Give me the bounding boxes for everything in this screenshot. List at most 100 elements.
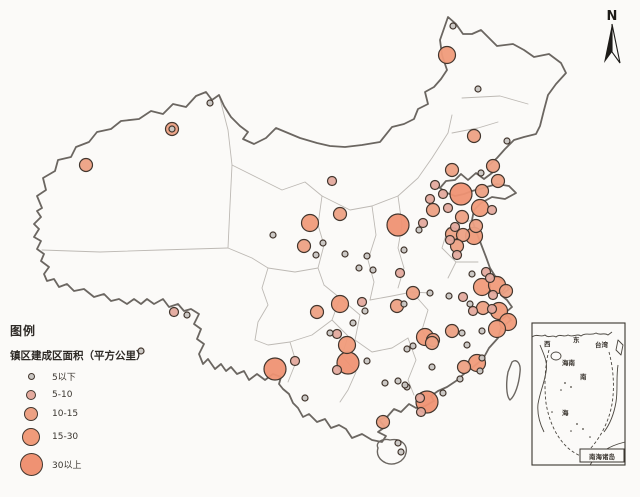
town-symbol: [425, 202, 441, 218]
town-symbol: [263, 357, 287, 381]
north-arrow-dark-half: [604, 24, 612, 63]
town-symbol: [498, 283, 514, 299]
south-china-sea-inset: 西 东 台湾 海南 南 海 南海诸岛: [531, 322, 626, 466]
town-symbol: [78, 157, 94, 173]
town-symbol: [474, 85, 482, 93]
town-symbol: [375, 414, 391, 430]
town-symbol: [478, 354, 486, 362]
town-symbol: [470, 198, 490, 218]
town-symbol: [454, 209, 470, 225]
legend-swatch-over30: [19, 453, 43, 476]
town-symbol: [405, 285, 421, 301]
town-symbol: [409, 342, 417, 350]
legend-swatch-15-30: [22, 428, 40, 446]
town-symbol: [451, 249, 463, 261]
town-symbol: [487, 319, 507, 339]
town-symbol: [312, 251, 320, 259]
taiwan-island: [505, 360, 521, 401]
town-symbol: [309, 304, 325, 320]
town-symbol: [168, 125, 176, 133]
town-symbol: [355, 264, 363, 272]
town-symbol: [296, 238, 312, 254]
town-symbol: [337, 335, 357, 355]
town-symbol: [442, 202, 454, 214]
town-symbol: [414, 392, 426, 404]
town-symbol: [300, 213, 320, 233]
town-symbol: [424, 335, 440, 351]
town-symbol: [463, 341, 471, 349]
town-symbol: [330, 294, 350, 314]
town-symbol: [485, 158, 501, 174]
town-symbol: [467, 305, 479, 317]
town-symbol: [397, 448, 405, 456]
town-symbol: [455, 227, 471, 243]
town-symbol: [474, 183, 490, 199]
town-symbol: [341, 250, 349, 258]
legend-swatch-10-15: [24, 407, 38, 421]
town-symbol: [331, 328, 343, 340]
inset-hainan-island: [550, 351, 562, 361]
legend-title: 图例: [10, 324, 37, 338]
town-symbol: [486, 303, 498, 315]
town-symbol: [484, 272, 496, 284]
town-symbol: [331, 364, 343, 376]
town-symbol: [363, 252, 371, 260]
legend-swatch-under5: [27, 373, 35, 380]
town-symbol: [332, 206, 348, 222]
town-symbol: [403, 345, 411, 353]
town-symbol: [466, 300, 474, 308]
legend-item: 5以下: [10, 370, 160, 383]
town-symbol: [386, 213, 410, 237]
town-symbol: [444, 162, 460, 178]
town-symbol: [449, 22, 457, 30]
town-symbol: [400, 300, 408, 308]
town-symbol: [400, 246, 408, 254]
north-arrow: N: [604, 9, 621, 64]
town-symbol: [168, 306, 180, 318]
town-symbol: [458, 329, 466, 337]
town-symbol: [137, 347, 145, 355]
legend-subtitle: 镇区建成区面积（平方公里）: [10, 350, 147, 362]
town-symbol: [449, 182, 473, 206]
town-symbol: [503, 137, 511, 145]
town-symbol: [468, 218, 484, 234]
town-symbol: [206, 99, 214, 107]
town-symbol: [437, 45, 457, 65]
town-symbol: [319, 239, 327, 247]
town-symbol: [428, 363, 436, 371]
legend: 图例 镇区建成区面积（平方公里） 5以下 5-10 10-15 15-30 30…: [10, 322, 160, 476]
town-symbol: [356, 296, 368, 308]
town-symbol: [445, 292, 453, 300]
town-symbol: [269, 231, 277, 239]
inset-islands-dots: [551, 382, 591, 438]
town-symbol: [444, 234, 456, 246]
inset-label-west: 西: [544, 340, 551, 348]
town-symbol: [426, 289, 434, 297]
north-arrow-light-half: [611, 23, 621, 64]
town-symbol: [487, 289, 499, 301]
town-symbol: [415, 406, 427, 418]
legend-label: 10-15: [52, 409, 79, 419]
town-symbol: [289, 355, 301, 367]
town-symbol: [457, 291, 469, 303]
town-symbol: [478, 327, 486, 335]
town-symbol: [361, 307, 369, 315]
town-symbol: [424, 193, 436, 205]
inset-label-hainan: 海南: [562, 358, 576, 367]
town-symbol: [444, 323, 460, 339]
hainan-island: [376, 438, 407, 465]
town-symbol: [349, 319, 357, 327]
town-symbol: [381, 379, 389, 387]
town-symbol: [466, 128, 482, 144]
inset-label-taiwan: 台湾: [595, 340, 609, 349]
legend-label: 5以下: [52, 373, 76, 383]
town-symbol: [468, 270, 476, 278]
town-symbol: [456, 375, 464, 383]
town-symbol: [363, 357, 371, 365]
town-symbol: [394, 267, 406, 279]
town-symbol: [449, 221, 461, 233]
town-symbol: [417, 217, 429, 229]
inset-label-sea: 海: [562, 408, 569, 417]
inset-label-south: 南: [580, 372, 587, 381]
